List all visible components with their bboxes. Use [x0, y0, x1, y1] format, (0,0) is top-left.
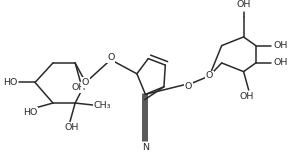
Text: O: O	[206, 71, 213, 80]
Text: N: N	[142, 143, 149, 152]
Text: HO: HO	[3, 78, 18, 87]
Text: HO: HO	[23, 108, 37, 117]
Text: OH: OH	[273, 41, 288, 50]
Text: OH: OH	[71, 83, 86, 92]
Text: OH: OH	[273, 59, 288, 67]
Text: OH: OH	[240, 92, 254, 101]
Text: O: O	[185, 82, 192, 91]
Text: OH: OH	[65, 123, 79, 132]
Text: OH: OH	[237, 0, 251, 9]
Text: CH₃: CH₃	[93, 101, 111, 110]
Text: O: O	[82, 78, 89, 87]
Text: O: O	[107, 53, 114, 62]
